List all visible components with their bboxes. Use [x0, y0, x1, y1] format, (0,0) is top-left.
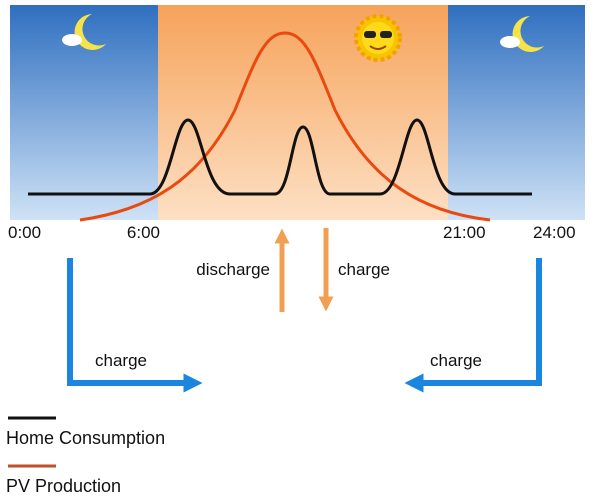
flow-label: charge [95, 351, 147, 370]
time-label: 24:00 [533, 223, 576, 242]
moon-icon [62, 14, 106, 50]
legend-label: Home Consumption [6, 428, 165, 448]
time-label: 21:00 [443, 223, 486, 242]
charge-arrow [404, 258, 542, 393]
sun-icon [354, 14, 402, 62]
moon-icon [500, 16, 544, 52]
consumption-curve [28, 118, 532, 196]
flow-label: discharge [196, 260, 270, 279]
flow-label: charge [338, 260, 390, 279]
pv-curve [79, 31, 491, 222]
charge-arrow [67, 258, 203, 393]
legend-label: PV Production [6, 476, 121, 496]
legend: Home Consumption PV Production [6, 416, 165, 496]
flow-label: charge [430, 351, 482, 370]
time-label: 0:00 [8, 223, 41, 242]
time-label: 6:00 [127, 223, 160, 242]
day-panel [158, 5, 448, 220]
